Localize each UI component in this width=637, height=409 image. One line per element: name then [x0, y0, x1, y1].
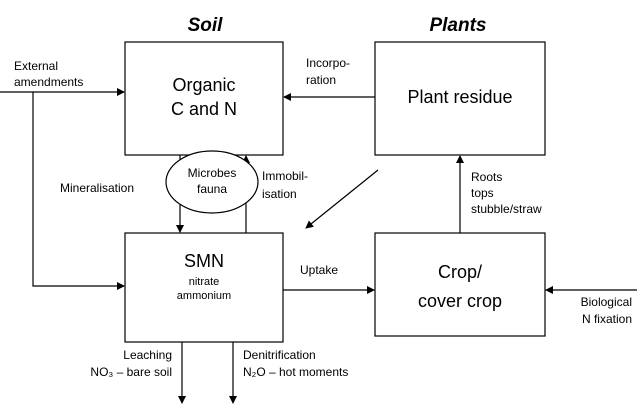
external-label: External	[14, 59, 58, 73]
box-plant-residue	[374, 41, 546, 156]
leaching-label: NO₃ – bare soil	[90, 365, 172, 379]
crop-line: cover crop	[418, 291, 502, 311]
external-label: amendments	[14, 75, 83, 89]
header-soil: Soil	[188, 15, 224, 36]
immobilisation-label: isation	[262, 187, 297, 201]
roots-label: stubble/straw	[471, 202, 542, 216]
organic-line: C and N	[171, 99, 237, 119]
uptake-label: Uptake	[300, 263, 338, 277]
roots-label: Roots	[471, 170, 502, 184]
arrow-external-smn	[32, 92, 125, 290]
microbes-line: fauna	[197, 182, 227, 196]
roots-label: tops	[471, 186, 494, 200]
denitrification-label: Denitrification	[243, 348, 316, 362]
fixation-label: N fixation	[582, 312, 632, 326]
incorporation-label: ration	[306, 73, 336, 87]
microbes-line: Microbes	[188, 166, 237, 180]
smn-detail: ammonium	[177, 290, 231, 302]
smn-detail: nitrate	[189, 276, 220, 288]
smn-title: SMN	[184, 251, 224, 271]
box-smn	[124, 232, 284, 343]
immobilisation-label: Immobil-	[262, 169, 308, 183]
fixation-label: Biological	[581, 295, 632, 309]
mineralisation-label: Mineralisation	[60, 181, 134, 195]
microbes-ellipse	[165, 150, 259, 214]
leaching-label: Leaching	[123, 348, 172, 362]
header-plants: Plants	[429, 15, 486, 36]
arrow-residue-smn	[305, 169, 379, 229]
plant-residue-label: Plant residue	[407, 87, 512, 107]
denitrification-label: N₂O – hot moments	[243, 365, 348, 379]
box-crop	[374, 232, 546, 337]
crop-line: Crop/	[438, 262, 482, 282]
organic-line: Organic	[172, 75, 235, 95]
box-organic	[124, 41, 284, 156]
incorporation-label: Incorpo-	[306, 56, 350, 70]
